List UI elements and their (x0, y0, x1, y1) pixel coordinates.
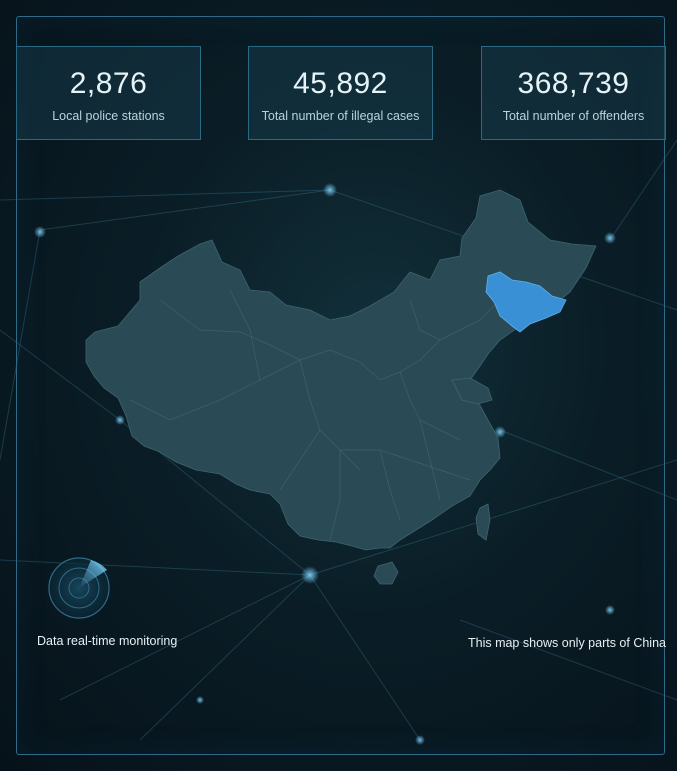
dashboard-panel (16, 16, 665, 755)
china-mainland[interactable] (85, 189, 597, 551)
stat-value: 368,739 (517, 67, 630, 100)
stat-value: 45,892 (293, 67, 388, 100)
shandong-peninsula[interactable] (451, 377, 493, 405)
stat-label: Total number of offenders (502, 109, 645, 123)
stat-card-illegal-cases: 45,892 Total number of illegal cases (248, 46, 433, 140)
stat-label: Total number of illegal cases (261, 109, 420, 123)
stat-card-offenders: 368,739 Total number of offenders (481, 46, 666, 140)
taiwan-island[interactable] (475, 503, 491, 541)
stat-value: 2,876 (69, 67, 148, 100)
stat-label: Local police stations (52, 109, 165, 123)
radar-icon (48, 557, 110, 619)
hainan-island[interactable] (373, 561, 399, 585)
highlighted-province[interactable] (485, 271, 567, 333)
map-note: This map shows only parts of China (467, 636, 666, 650)
monitor-label: Data real-time monitoring (37, 634, 178, 648)
stat-card-police-stations: 2,876 Local police stations (16, 46, 201, 140)
province-borders (129, 289, 501, 541)
